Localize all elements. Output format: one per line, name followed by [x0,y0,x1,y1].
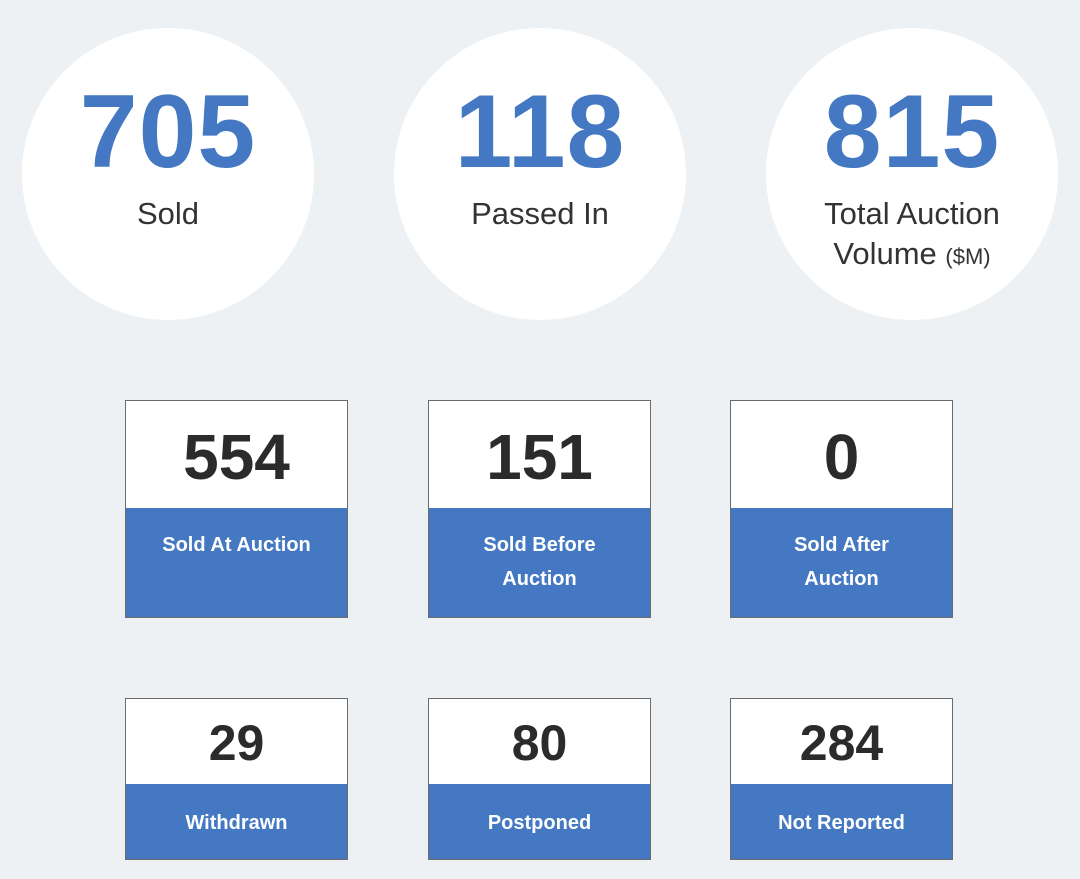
passed-in-label: Passed In [394,194,686,234]
auction-volume-label-line1: Total Auction [824,196,1000,231]
auction-volume-unit: ($M) [945,244,990,269]
withdrawn-label: Withdrawn [126,784,347,860]
sold-at-auction-count: 554 [126,401,347,508]
sold-before-auction-label: Sold Before Auction [429,508,650,618]
sold-after-auction-label: Sold After Auction [731,508,952,618]
sold-before-auction-count: 151 [429,401,650,508]
sold-before-auction-card: 151 Sold Before Auction [428,400,651,618]
sold-count: 705 [22,80,314,184]
withdrawn-count: 29 [126,699,347,784]
passed-in-stat-circle: 118 Passed In [394,28,686,320]
postponed-label: Postponed [429,784,650,860]
not-reported-label: Not Reported [731,784,952,860]
sold-stat-circle: 705 Sold [22,28,314,320]
sold-after-auction-card: 0 Sold After Auction [730,400,953,618]
auction-volume-value: 815 [766,80,1058,184]
withdrawn-card: 29 Withdrawn [125,698,348,860]
not-reported-count: 284 [731,699,952,784]
not-reported-card: 284 Not Reported [730,698,953,860]
auction-volume-label-line2: Volume [833,236,936,271]
postponed-card: 80 Postponed [428,698,651,860]
sold-at-auction-card: 554 Sold At Auction [125,400,348,618]
auction-volume-label: Total Auction Volume ($M) [766,194,1058,277]
postponed-count: 80 [429,699,650,784]
passed-in-count: 118 [394,80,686,184]
sold-label: Sold [22,194,314,234]
sold-at-auction-label: Sold At Auction [126,508,347,618]
auction-volume-stat-circle: 815 Total Auction Volume ($M) [766,28,1058,320]
sold-after-auction-count: 0 [731,401,952,508]
